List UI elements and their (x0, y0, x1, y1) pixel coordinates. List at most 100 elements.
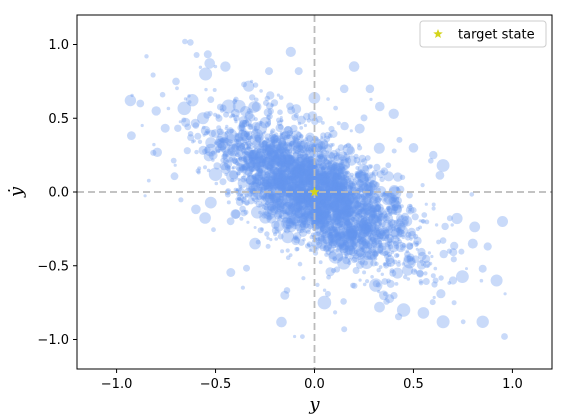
scatter-point (269, 193, 276, 200)
scatter-point (345, 244, 351, 250)
scatter-point (267, 161, 272, 166)
scatter-point (266, 153, 273, 159)
scatter-point (357, 163, 370, 176)
scatter-point (236, 138, 240, 142)
scatter-point (355, 195, 358, 199)
scatter-point (369, 212, 376, 219)
scatter-point (328, 249, 344, 264)
scatter-point (347, 206, 351, 210)
scatter-point (244, 115, 249, 120)
scatter-point (299, 173, 308, 182)
scatter-point (247, 123, 252, 128)
scatter-point (275, 181, 285, 191)
scatter-point (399, 204, 404, 209)
scatter-point (328, 187, 333, 191)
scatter-point (395, 241, 406, 253)
scatter-point (232, 99, 246, 113)
scatter-point (369, 227, 374, 232)
scatter-point (294, 174, 304, 183)
scatter-point (338, 162, 343, 168)
y-tick-label: 0.0 (48, 186, 69, 201)
scatter-point (300, 163, 305, 168)
scatter-point (300, 219, 307, 225)
scatter-point (240, 142, 245, 148)
scatter-point (284, 149, 289, 154)
legend-label-target-state: target state (458, 28, 535, 43)
scatter-point (272, 139, 279, 147)
scatter-point (263, 153, 269, 159)
scatter-point (328, 246, 335, 253)
scatter-point (349, 226, 354, 230)
scatter-point (352, 177, 356, 180)
scatter-point (337, 171, 343, 178)
scatter-point (311, 219, 320, 228)
scatter-point (308, 165, 314, 171)
scatter-point (353, 156, 361, 164)
scatter-point (293, 134, 299, 139)
scatter-point (405, 242, 414, 250)
scatter-point (309, 170, 314, 175)
scatter-point (318, 210, 325, 216)
scatter-point (264, 133, 271, 140)
scatter-point (283, 174, 287, 178)
scatter-point (338, 208, 343, 213)
scatter-point (316, 241, 320, 246)
scatter-point (335, 218, 339, 223)
scatter-point (365, 226, 372, 233)
scatter-point (353, 224, 358, 229)
scatter-point (191, 204, 201, 215)
scatter-point (413, 269, 417, 273)
scatter-point (231, 166, 235, 170)
scatter-point (284, 154, 293, 163)
scatter-point (306, 191, 313, 197)
scatter-point (362, 260, 368, 266)
scatter-point (304, 206, 310, 211)
scatter-point (250, 167, 256, 173)
scatter-point (377, 236, 381, 239)
scatter-point (340, 210, 344, 214)
scatter-point (336, 209, 350, 223)
scatter-point (202, 133, 206, 137)
scatter-point (291, 209, 297, 215)
scatter-point (281, 168, 286, 173)
scatter-point (241, 81, 247, 88)
scatter-point (458, 248, 465, 255)
scatter-point (325, 181, 332, 188)
scatter-point (283, 126, 294, 137)
scatter-point (344, 170, 350, 175)
scatter-point (292, 171, 296, 175)
scatter-point (261, 204, 266, 209)
scatter-point (266, 164, 274, 172)
scatter-point (263, 210, 270, 216)
scatter-point (285, 46, 296, 58)
scatter-point (311, 143, 317, 150)
scatter-point (277, 198, 284, 204)
scatter-point (376, 268, 381, 273)
scatter-point (320, 219, 329, 229)
scatter-point (241, 150, 245, 154)
scatter-point (315, 247, 319, 251)
scatter-point (242, 119, 250, 128)
scatter-point (362, 251, 372, 260)
scatter-point (292, 167, 300, 175)
scatter-point (297, 171, 304, 178)
scatter-point (251, 148, 261, 158)
scatter-point (278, 192, 284, 198)
scatter-point (315, 196, 325, 205)
scatter-point (327, 177, 339, 189)
scatter-point (264, 156, 268, 160)
scatter-point (382, 262, 387, 266)
scatter-point (316, 199, 323, 206)
scatter-point (348, 258, 352, 262)
scatter-point (335, 195, 344, 204)
scatter-point (333, 166, 339, 173)
scatter-point (380, 272, 384, 276)
scatter-point (385, 294, 395, 304)
scatter-point (258, 169, 268, 180)
scatter-point (256, 132, 261, 137)
scatter-point (305, 193, 309, 197)
scatter-point (379, 213, 384, 217)
scatter-point (261, 140, 269, 148)
scatter-point (335, 148, 341, 154)
scatter-point (331, 267, 337, 274)
